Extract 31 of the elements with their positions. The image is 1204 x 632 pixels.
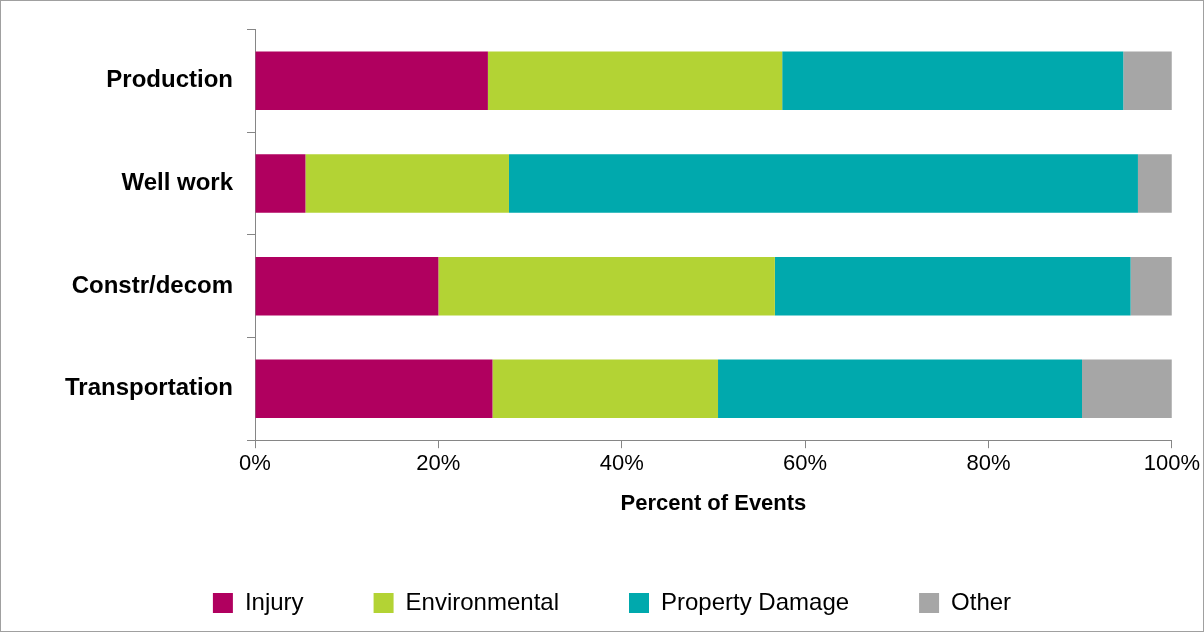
- x-tick-label: 80%: [966, 450, 1011, 476]
- bar: [255, 51, 488, 111]
- y-tick-label: Constr/decom: [71, 270, 234, 298]
- x-tick-label: 60%: [783, 450, 828, 476]
- legend-label: Environmental: [405, 587, 560, 615]
- bar: [255, 359, 493, 419]
- legend-label: Property Damage: [660, 587, 850, 615]
- bar: [782, 51, 1124, 111]
- y-tick-label: Production: [106, 65, 234, 93]
- x-tick-label: 0%: [239, 450, 271, 476]
- y-tick-label: Transportation: [65, 373, 234, 401]
- bar: [255, 154, 306, 213]
- bar: [1082, 359, 1172, 419]
- x-tick-label: 40%: [599, 450, 644, 476]
- bar: [1130, 256, 1172, 316]
- bar: [774, 256, 1131, 316]
- y-tick-label: Well work: [121, 168, 234, 196]
- bar: [508, 154, 1138, 213]
- legend-label: Other: [951, 587, 1012, 615]
- x-tick-label: 100%: [1143, 450, 1201, 476]
- x-tick-label: 20%: [416, 450, 461, 476]
- bar: [438, 256, 775, 316]
- bar: [1123, 51, 1172, 111]
- bar: [492, 359, 719, 419]
- legend-label: Injury: [244, 587, 304, 615]
- x-axis-title: Percent of Events: [620, 489, 807, 515]
- bar: [487, 51, 783, 111]
- bar: [305, 154, 509, 213]
- bar: [718, 359, 1083, 419]
- bar: [255, 256, 439, 316]
- bar: [1137, 154, 1172, 213]
